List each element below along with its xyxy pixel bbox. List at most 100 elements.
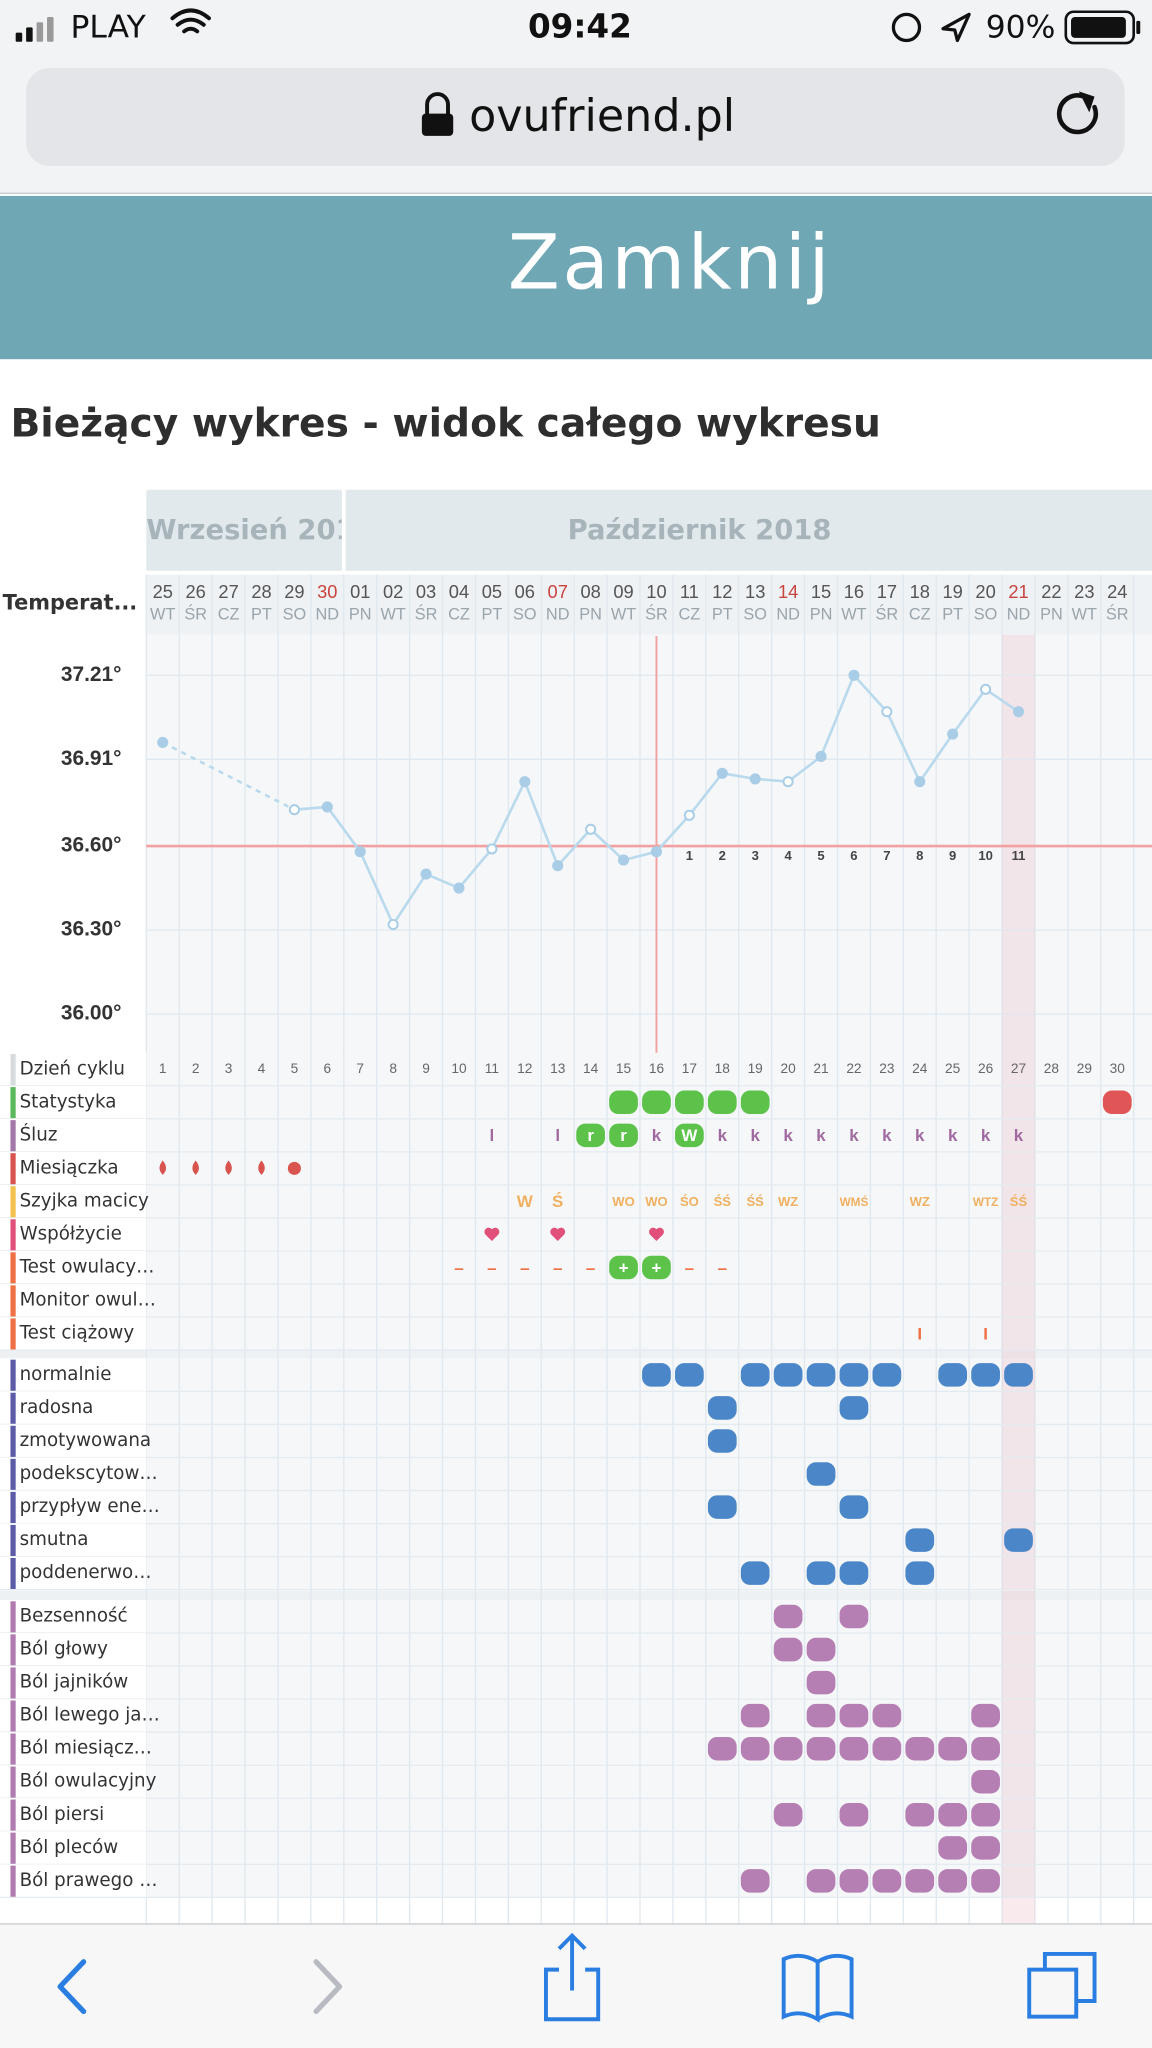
forward-button[interactable]	[313, 1959, 343, 2015]
bookmarks-button[interactable]	[781, 1953, 854, 2023]
cell-text: ŚŚ	[714, 1194, 732, 1209]
temperature-point	[585, 823, 597, 835]
badge	[806, 1637, 836, 1662]
cell-text: WZ	[778, 1194, 798, 1209]
date-label: 28	[251, 581, 271, 602]
badge	[938, 1836, 968, 1860]
cell-text: r	[620, 1126, 627, 1145]
tracker-area	[146, 1358, 1152, 1590]
row-color-bar	[10, 1054, 16, 1086]
reload-button[interactable]	[1056, 93, 1099, 135]
date-label: 18	[910, 581, 930, 602]
temperature-point	[1012, 706, 1025, 718]
weekday-label: ND	[546, 605, 570, 623]
share-button[interactable]	[544, 1932, 601, 2022]
row-label-bg	[0, 1732, 147, 1766]
row-color-bar	[10, 1799, 16, 1832]
date-label: 13	[745, 581, 765, 602]
phase-day: 5	[817, 848, 824, 863]
temperature-point	[749, 773, 761, 785]
date-label: 02	[383, 581, 403, 602]
row-label-bg	[0, 1052, 147, 1086]
close-banner[interactable]	[0, 195, 1152, 360]
tracker-area	[146, 1600, 1152, 1898]
date-label: 20	[975, 581, 995, 602]
weekday-label: ŚR	[415, 604, 438, 623]
row-label-bg	[0, 1633, 147, 1667]
phase-day: 6	[850, 848, 857, 863]
weekday-label: ND	[1007, 605, 1031, 623]
battery-percent: 90%	[986, 10, 1056, 46]
badge	[839, 1736, 869, 1761]
row-label-bg	[0, 1600, 147, 1634]
row-label: radosna	[20, 1397, 94, 1418]
badge	[675, 1090, 704, 1115]
row-label: normalnie	[20, 1364, 112, 1385]
day-header	[146, 574, 1152, 635]
badge	[839, 1561, 869, 1585]
cycle-day: 8	[389, 1061, 397, 1076]
date-label: 24	[1107, 581, 1127, 602]
temperature-point	[354, 846, 366, 858]
row-label-bg	[0, 1358, 147, 1392]
row-label: Statystyka	[20, 1091, 117, 1112]
cell-text: ŚŚ	[746, 1194, 764, 1209]
cell-text: k	[652, 1126, 662, 1145]
row-label: Ból miesiącz…	[20, 1738, 152, 1759]
cycle-day: 9	[422, 1061, 430, 1076]
cycle-day: 17	[682, 1061, 697, 1076]
cycle-day: 18	[715, 1061, 731, 1076]
cycle-day: 19	[748, 1061, 763, 1076]
badge	[707, 1495, 737, 1519]
badge	[806, 1869, 836, 1893]
cycle-day: 29	[1077, 1061, 1092, 1076]
weekday-label: WT	[1072, 605, 1097, 623]
date-label: 11	[680, 581, 699, 602]
cell-text: W	[681, 1126, 697, 1145]
row-label-bg	[0, 1391, 147, 1425]
row-color-bar	[10, 1087, 16, 1119]
row-label: Test ciążowy	[19, 1323, 135, 1344]
y-tick-label: 36.60°	[61, 834, 122, 857]
row-label: podekscytow…	[20, 1463, 158, 1484]
row-label-bg	[0, 1251, 147, 1285]
weekday-label: WT	[150, 605, 175, 623]
row-label: Śluz	[20, 1123, 58, 1145]
address-bar[interactable]	[26, 67, 1125, 166]
badge	[609, 1090, 638, 1115]
tabs-button[interactable]	[1027, 1951, 1097, 2019]
badge	[806, 1561, 836, 1585]
cycle-day: 2	[192, 1061, 200, 1076]
weekday-label: PN	[1040, 605, 1063, 623]
signal-icon	[15, 16, 54, 42]
badge	[938, 1869, 968, 1893]
phase-day: 4	[784, 848, 792, 863]
close-button[interactable]: Zamknij	[508, 219, 832, 307]
cell-text: WO	[645, 1194, 667, 1209]
drop-icon	[159, 1160, 167, 1175]
badge	[1102, 1090, 1132, 1115]
cycle-day: 6	[324, 1061, 332, 1076]
month-label: Październik 2018	[568, 515, 832, 546]
badge	[905, 1561, 935, 1585]
badge	[1004, 1363, 1033, 1387]
date-label: 29	[284, 581, 304, 602]
badge	[675, 1363, 704, 1387]
temperature-point	[947, 728, 959, 740]
cell-text: k	[816, 1126, 826, 1145]
y-tick-label: 36.91°	[61, 747, 122, 770]
badge	[905, 1736, 935, 1761]
cycle-day: 4	[258, 1061, 266, 1076]
weekday-label: ŚR	[1106, 604, 1129, 623]
row-label-bg	[0, 1699, 147, 1733]
row-label-bg	[0, 1864, 147, 1898]
y-tick-label: 36.00°	[61, 1002, 122, 1025]
back-button[interactable]	[57, 1959, 87, 2015]
row-label: Test owulacy…	[19, 1257, 155, 1278]
badge	[938, 1736, 968, 1761]
date-label: 16	[844, 581, 864, 602]
badge	[971, 1803, 1000, 1827]
row-label: Dzień cyklu	[20, 1058, 125, 1079]
